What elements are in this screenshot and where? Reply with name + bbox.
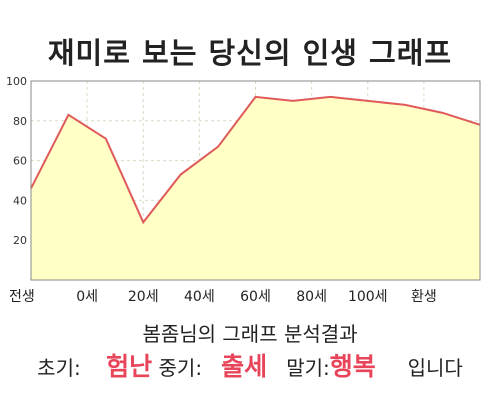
late-label: 말기:	[286, 356, 330, 380]
x-tick-label: 20세	[128, 289, 159, 305]
x-tick-label: 0세	[76, 289, 98, 305]
analysis-summary: 초기: 험난 중기: 출세 말기:행복 입니다	[0, 347, 500, 383]
analysis-suffix: 입니다	[407, 356, 463, 380]
plot-frame	[30, 80, 481, 281]
y-tick-label: 40	[13, 194, 27, 207]
x-tick-label: 100세	[348, 289, 388, 305]
y-tick-label: 20	[13, 234, 27, 247]
mid-value: 출세	[221, 352, 268, 381]
y-axis-ticks: 20 40 60 80 100	[6, 75, 27, 247]
x-axis-ticks: 전생 0세 20세 40세 60세 80세 100세 환생	[9, 289, 437, 305]
chart-title: 재미로 보는 당신의 인생 그래프	[47, 36, 453, 70]
early-value: 험난	[106, 352, 153, 381]
y-tick-label: 80	[13, 115, 27, 128]
y-tick-label: 100	[6, 75, 27, 88]
early-label: 초기:	[37, 356, 81, 380]
x-tick-label: 40세	[184, 289, 215, 305]
y-tick-label: 60	[13, 155, 27, 168]
area-fill	[31, 96, 480, 280]
x-tick-label: 60세	[240, 289, 271, 305]
series-line	[30, 95, 481, 225]
life-graph-chart: 20 40 60 80 100 전생 0세 20세 40세 60세 80세 100세 환생	[6, 75, 481, 305]
x-tick-label: 80세	[296, 289, 327, 305]
mid-label: 중기:	[158, 356, 203, 380]
x-tick-label: 전생	[9, 289, 35, 305]
late-value: 행복	[329, 352, 376, 381]
x-tick-label: 환생	[411, 289, 437, 305]
analysis-title: 봄좀님의 그래프 분석결과	[142, 322, 358, 346]
